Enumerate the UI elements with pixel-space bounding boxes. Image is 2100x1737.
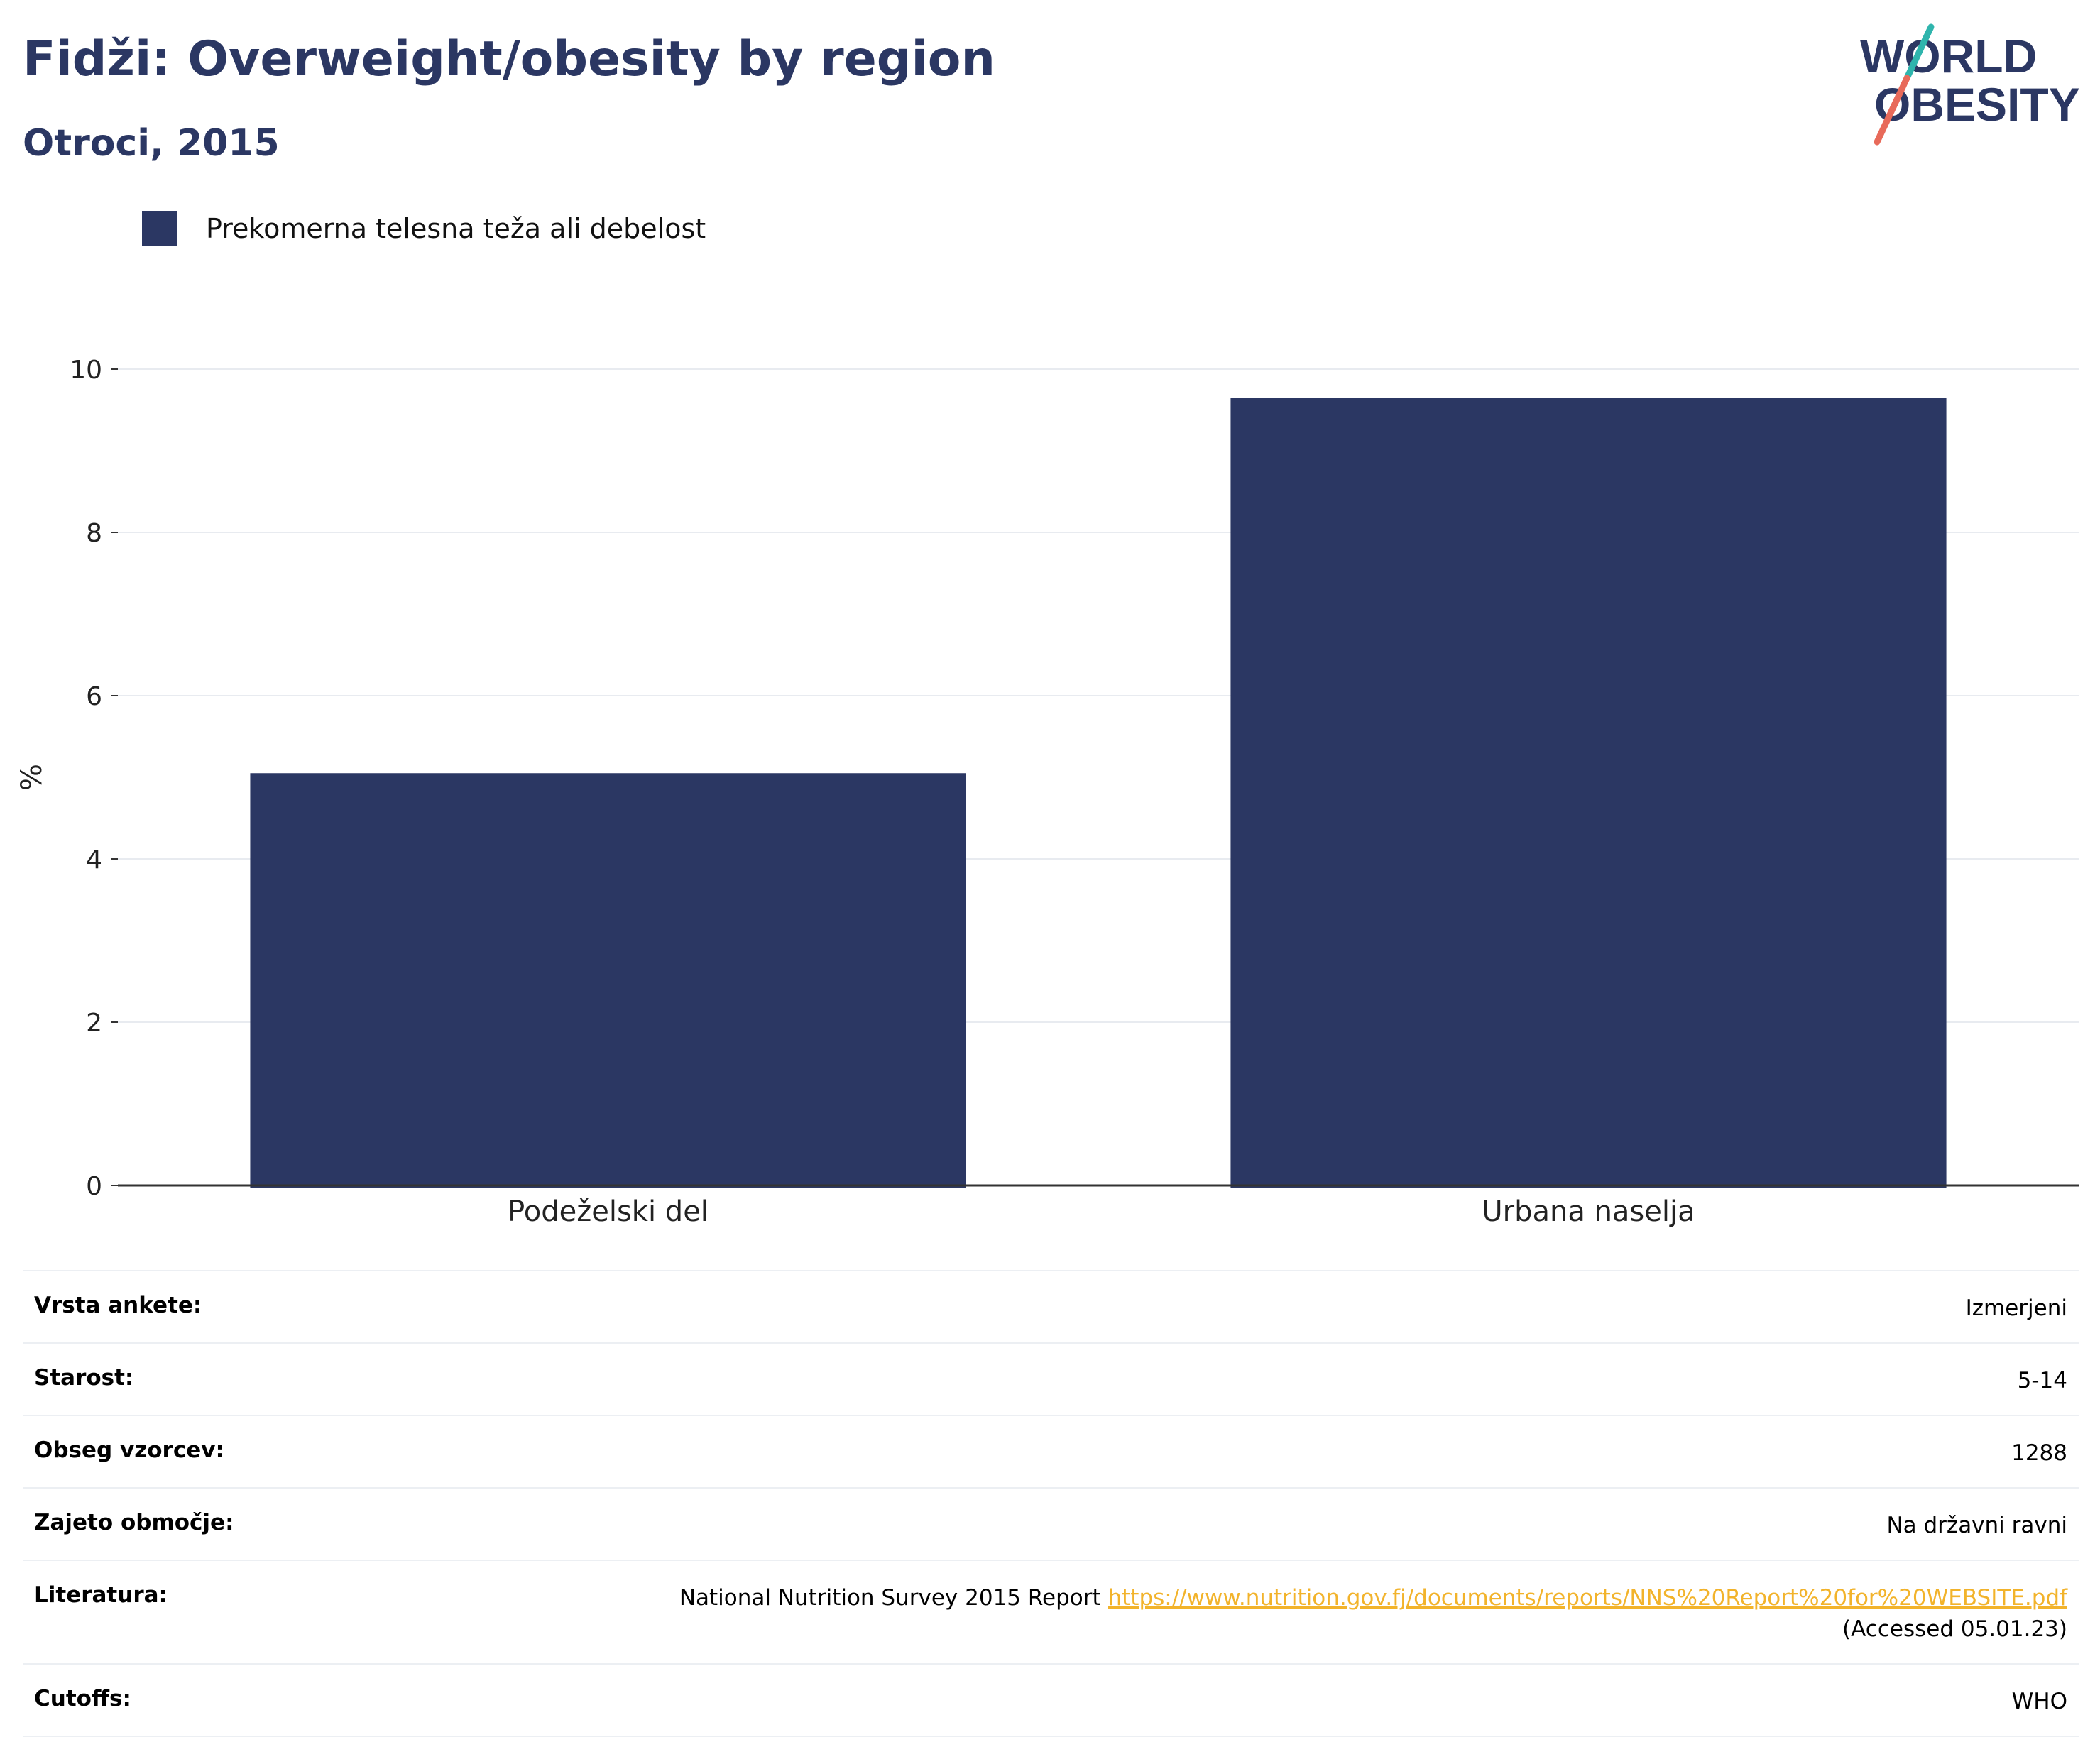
info-table: Vrsta ankete: Izmerjeni Starost: 5-14 Ob… [23, 1270, 2079, 1737]
world-obesity-logo: WORLD OBESITY [1860, 23, 2080, 146]
y-tick-label: 10 [70, 356, 102, 385]
logo-word-1: WORLD [1860, 30, 2037, 82]
y-tick-label: 4 [86, 845, 102, 875]
logo-slash-teal [1903, 23, 1935, 82]
chart-legend: Prekomerna telesna teža ali debelost [142, 210, 706, 247]
info-row-sample-size: Obseg vzorcev: 1288 [23, 1416, 2079, 1489]
info-value: 1288 [2011, 1440, 2067, 1466]
info-key: Obseg vzorcev: [34, 1437, 224, 1463]
literature-text: National Nutrition Survey 2015 Report [679, 1585, 1101, 1611]
y-tick-label: 0 [86, 1172, 102, 1201]
logo-slash-red [1874, 75, 1910, 146]
logo-word-2: OBESITY [1874, 78, 2080, 131]
info-row-coverage: Zajeto območje: Na državni ravni [23, 1489, 2079, 1561]
bar-chart: 0 2 4 6 8 10% Podeželski del Urbana naselja [16, 356, 2079, 1228]
y-tick-label: 2 [86, 1009, 102, 1038]
y-tick-label: 8 [86, 519, 102, 548]
info-value: Na državni ravni [1886, 1513, 2067, 1538]
bar [250, 773, 966, 1188]
info-key: Starost: [34, 1365, 134, 1391]
legend-label: Prekomerna telesna teža ali debelost [206, 213, 706, 244]
literature-accessed: (Accessed 05.01.23) [1842, 1616, 2067, 1642]
info-row-cutoffs: Cutoffs: WHO [23, 1665, 2079, 1737]
info-value: WHO [2011, 1689, 2067, 1714]
info-value: Izmerjeni [1965, 1295, 2067, 1321]
info-row-age: Starost: 5-14 [23, 1344, 2079, 1416]
info-row-literature: Literatura: National Nutrition Survey 20… [23, 1561, 2079, 1665]
x-tick-label: Podeželski del [508, 1195, 709, 1228]
info-key: Zajeto območje: [34, 1510, 234, 1535]
info-key: Literatura: [34, 1582, 168, 1608]
info-value: 5-14 [2017, 1368, 2067, 1393]
info-key: Cutoffs: [34, 1686, 131, 1711]
legend-swatch [142, 211, 177, 246]
y-tick-label: 6 [86, 682, 102, 711]
page-subtitle: Otroci, 2015 [23, 122, 280, 165]
info-value: National Nutrition Survey 2015 Report ht… [679, 1582, 2067, 1645]
y-axis-label: % [16, 764, 48, 791]
bar [1230, 398, 1947, 1188]
info-key: Vrsta ankete: [34, 1293, 202, 1318]
x-tick-label: Urbana naselja [1482, 1195, 1695, 1228]
info-row-survey-type: Vrsta ankete: Izmerjeni [23, 1271, 2079, 1344]
page-title: Fidži: Overweight/obesity by region [23, 31, 995, 87]
literature-link[interactable]: https://www.nutrition.gov.fj/documents/r… [1108, 1585, 2068, 1611]
